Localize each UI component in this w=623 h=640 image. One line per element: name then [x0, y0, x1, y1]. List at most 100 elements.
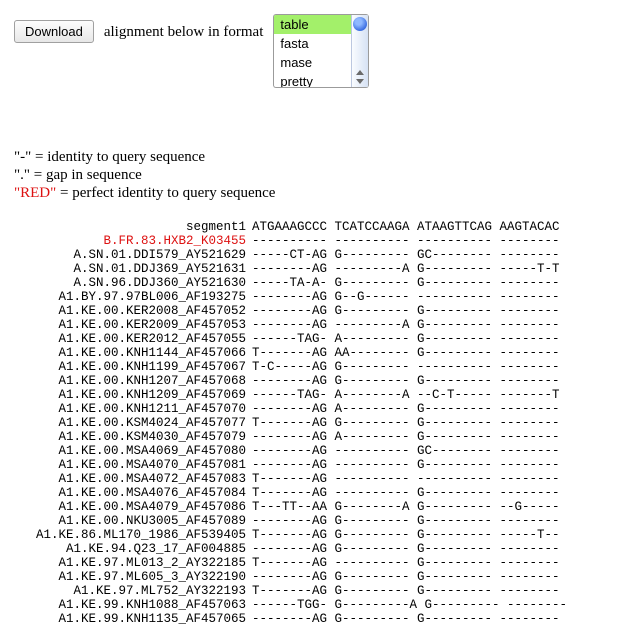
sequence-name: A1.KE.00.MSA4079_AF457086: [14, 500, 246, 514]
alignment-row: A1.KE.00.KER2012_AF457055------TAG- A---…: [14, 332, 609, 346]
alignment-row: A1.KE.99.KNH1088_AF457063------TGG- G---…: [14, 598, 609, 612]
sequence-name: A1.KE.00.KSM4024_AF457077: [14, 416, 246, 430]
sequence-data: T-------AG G--------- G--------- -------…: [246, 416, 560, 430]
format-scrollbar[interactable]: [351, 15, 369, 87]
alignment-row: A1.KE.86.ML170_1986_AF539405T-------AG G…: [14, 528, 609, 542]
sequence-name: A1.KE.00.KNH1144_AF457066: [14, 346, 246, 360]
sequence-data: --------AG ---------- GC-------- -------…: [246, 444, 560, 458]
sequence-data: T-------AG G--------- G--------- -------…: [246, 584, 560, 598]
sequence-name: A1.KE.00.KNH1209_AF457069: [14, 388, 246, 402]
alignment-row: A1.KE.00.MSA4076_AF457084T-------AG ----…: [14, 486, 609, 500]
sequence-name: A1.KE.00.KNH1207_AF457068: [14, 374, 246, 388]
sequence-name: A1.KE.99.KNH1135_AF457065: [14, 612, 246, 626]
sequence-name: A1.KE.00.KER2008_AF457052: [14, 304, 246, 318]
alignment-row: A1.KE.00.MSA4070_AF457081--------AG ----…: [14, 458, 609, 472]
alignment-header: segment1ATGAAAGCCC TCATCCAAGA ATAAGTTCAG…: [14, 220, 609, 234]
sequence-data: --------AG A--------- G--------- -------…: [246, 402, 560, 416]
alignment-row: A1.KE.00.MSA4079_AF457086T---TT--AA G---…: [14, 500, 609, 514]
sequence-data: --------AG ---------A G--------- -----T-…: [246, 262, 560, 276]
alignment-row: A1.KE.99.KNH1135_AF457065--------AG G---…: [14, 612, 609, 626]
sequence-name: A1.KE.00.KSM4030_AF457079: [14, 430, 246, 444]
alignment-row: A1.KE.00.KNH1211_AF457070--------AG A---…: [14, 402, 609, 416]
sequence-data: T-------AG ---------- G--------- -------…: [246, 556, 560, 570]
sequence-name: A1.KE.97.ML605_3_AY322190: [14, 570, 246, 584]
alignment-row: B.FR.83.HXB2_K03455---------- ----------…: [14, 234, 609, 248]
alignment-row: A1.KE.00.KNH1199_AF457067T-C-----AG G---…: [14, 360, 609, 374]
sequence-data: --------AG ---------A G--------- -------…: [246, 318, 560, 332]
alignment-row: A1.KE.00.KER2009_AF457053--------AG ----…: [14, 318, 609, 332]
alignment-row: A1.KE.97.ML013_2_AY322185T-------AG ----…: [14, 556, 609, 570]
sequence-name: A1.KE.00.KNH1211_AF457070: [14, 402, 246, 416]
sequence-name: A1.KE.00.KER2009_AF457053: [14, 318, 246, 332]
sequence-data: --------AG ---------- G--------- -------…: [246, 458, 560, 472]
sequence-data: T-------AG ---------- G--------- -------…: [246, 486, 560, 500]
alignment-row: A.SN.01.DDJ369_AY521631--------AG ------…: [14, 262, 609, 276]
sequence-name: A1.KE.97.ML752_AY322193: [14, 584, 246, 598]
format-option-table[interactable]: table: [274, 15, 351, 34]
sequence-data: --------AG G--------- G--------- -------…: [246, 612, 560, 626]
legend-dot: "." = gap in sequence: [14, 166, 609, 184]
alignment-row: A1.KE.00.KSM4024_AF457077T-------AG G---…: [14, 416, 609, 430]
alignment-row: A1.KE.00.KNH1209_AF457069------TAG- A---…: [14, 388, 609, 402]
format-listbox[interactable]: tablefastamasepretty: [274, 15, 351, 87]
sequence-data: --------AG G--G------ ---------- -------…: [246, 290, 560, 304]
format-option-fasta[interactable]: fasta: [274, 34, 351, 53]
sequence-data: ------TAG- A--------A --C-T----- -------…: [246, 388, 560, 402]
sequence-data: --------AG G--------- G--------- -------…: [246, 374, 560, 388]
alignment-row: A.SN.96.DDJ360_AY521630-----TA-A- G-----…: [14, 276, 609, 290]
sequence-name: A1.KE.97.ML013_2_AY322185: [14, 556, 246, 570]
alignment-row: A1.KE.97.ML605_3_AY322190--------AG G---…: [14, 570, 609, 584]
alignment-row: A1.KE.00.MSA4069_AF457080--------AG ----…: [14, 444, 609, 458]
sequence-data: --------AG G--------- G--------- -------…: [246, 570, 560, 584]
sequence-data: ---------- ---------- ---------- -------…: [246, 234, 560, 248]
alignment-row: A1.KE.00.KER2008_AF457052--------AG G---…: [14, 304, 609, 318]
alignment-row: A1.KE.97.ML752_AY322193T-------AG G-----…: [14, 584, 609, 598]
sequence-name: A1.KE.00.MSA4072_AF457083: [14, 472, 246, 486]
format-label: alignment below in format: [104, 24, 264, 41]
alignment-row: A1.KE.00.KSM4030_AF457079--------AG A---…: [14, 430, 609, 444]
legend-red: "RED" = perfect identity to query sequen…: [14, 184, 609, 202]
sequence-name: A1.KE.86.ML170_1986_AF539405: [14, 528, 246, 542]
sequence-data: ------TAG- A--------- G--------- -------…: [246, 332, 560, 346]
alignment-row: A1.KE.00.NKU3005_AF457089--------AG G---…: [14, 514, 609, 528]
sequence-name: B.FR.83.HXB2_K03455: [14, 234, 246, 248]
sequence-data: T-------AG AA-------- G--------- -------…: [246, 346, 560, 360]
sequence-data: -----CT-AG G--------- GC-------- -------…: [246, 248, 560, 262]
alignment-row: A1.KE.00.KNH1144_AF457066T-------AG AA--…: [14, 346, 609, 360]
sequence-data: --------AG A--------- G--------- -------…: [246, 430, 560, 444]
alignment-row: A1.KE.94.Q23_17_AF004885--------AG G----…: [14, 542, 609, 556]
alignment-row: A.SN.01.DDI579_AY521629-----CT-AG G-----…: [14, 248, 609, 262]
sequence-name: A1.KE.00.KNH1199_AF457067: [14, 360, 246, 374]
format-option-pretty[interactable]: pretty: [274, 72, 351, 88]
legend: "-" = identity to query sequence "." = g…: [14, 148, 609, 202]
sequence-name: A1.KE.00.MSA4070_AF457081: [14, 458, 246, 472]
format-select[interactable]: tablefastamasepretty: [273, 14, 369, 88]
scroll-thumb[interactable]: [353, 17, 367, 31]
sequence-name: A1.BY.97.97BL006_AF193275: [14, 290, 246, 304]
sequence-data: --------AG G--------- G--------- -------…: [246, 514, 560, 528]
alignment-row: A1.BY.97.97BL006_AF193275--------AG G--G…: [14, 290, 609, 304]
sequence-data: T-------AG G--------- G--------- -----T-…: [246, 528, 560, 542]
download-button[interactable]: Download: [14, 20, 94, 43]
sequence-name: A1.KE.99.KNH1088_AF457063: [14, 598, 246, 612]
sequence-name: A1.KE.00.MSA4069_AF457080: [14, 444, 246, 458]
scroll-up-arrow[interactable]: [356, 70, 364, 75]
sequence-name: A.SN.01.DDJ369_AY521631: [14, 262, 246, 276]
sequence-data: --------AG G--------- G--------- -------…: [246, 542, 560, 556]
sequence-name: A.SN.01.DDI579_AY521629: [14, 248, 246, 262]
sequence-data: T-------AG ---------- ---------- -------…: [246, 472, 560, 486]
legend-dash: "-" = identity to query sequence: [14, 148, 609, 166]
alignment-block: segment1ATGAAAGCCC TCATCCAAGA ATAAGTTCAG…: [14, 220, 609, 626]
alignment-row: A1.KE.00.KNH1207_AF457068--------AG G---…: [14, 374, 609, 388]
sequence-name: A.SN.96.DDJ360_AY521630: [14, 276, 246, 290]
format-option-mase[interactable]: mase: [274, 53, 351, 72]
sequence-name: A1.KE.94.Q23_17_AF004885: [14, 542, 246, 556]
sequence-data: ------TGG- G---------A G--------- ------…: [246, 598, 567, 612]
sequence-data: --------AG G--------- G--------- -------…: [246, 304, 560, 318]
sequence-name: A1.KE.00.MSA4076_AF457084: [14, 486, 246, 500]
sequence-data: -----TA-A- G--------- G--------- -------…: [246, 276, 560, 290]
sequence-name: A1.KE.00.NKU3005_AF457089: [14, 514, 246, 528]
sequence-data: T---TT--AA G--------A G--------- --G----…: [246, 500, 560, 514]
alignment-row: A1.KE.00.MSA4072_AF457083T-------AG ----…: [14, 472, 609, 486]
scroll-down-arrow[interactable]: [356, 79, 364, 84]
